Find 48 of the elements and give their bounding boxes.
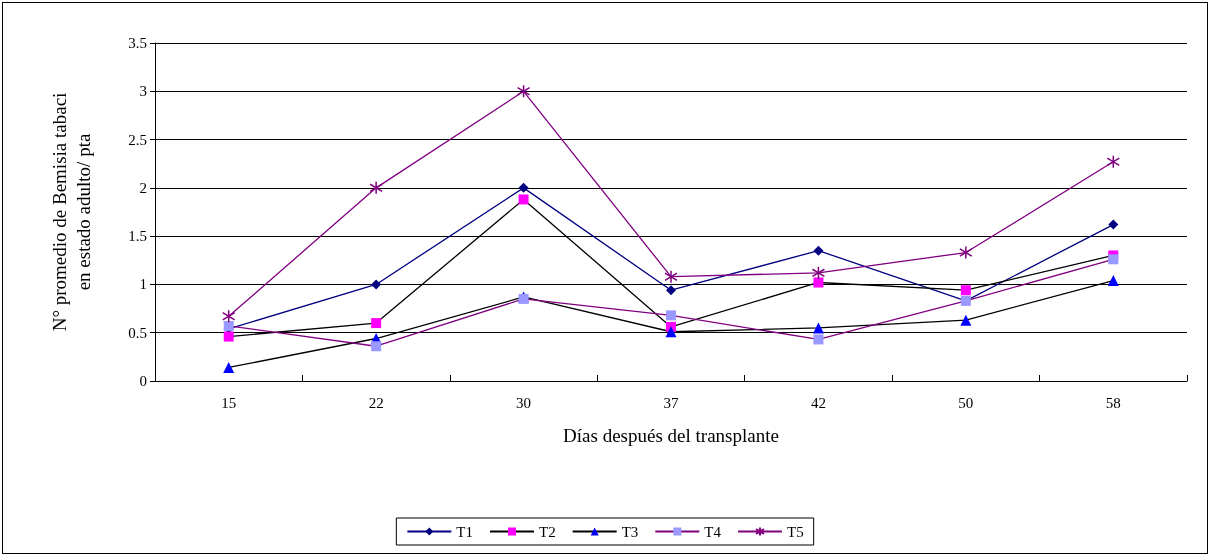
- point: [813, 277, 824, 288]
- point: [813, 245, 824, 256]
- legend-label: T5: [786, 523, 804, 540]
- point: [811, 266, 826, 280]
- point: [1108, 254, 1119, 265]
- point: [221, 309, 236, 324]
- point: [666, 285, 676, 296]
- point: [665, 326, 677, 338]
- point: [1107, 275, 1119, 287]
- point: [812, 322, 824, 334]
- y-tick-label: 0: [139, 373, 147, 389]
- point: [371, 341, 382, 352]
- x-tick-label: 30: [516, 394, 532, 411]
- x-tick-label: 42: [810, 394, 826, 411]
- legend-label: T2: [539, 523, 556, 540]
- point: [369, 181, 383, 195]
- y-axis-title: N° promedio de Bemisia tabaci en estado adulto/ pta: [48, 92, 94, 332]
- point: [1106, 155, 1121, 169]
- point: [813, 334, 824, 345]
- point: [371, 279, 382, 290]
- y-tick-label: 3.5: [128, 35, 147, 51]
- point: [960, 314, 972, 326]
- point: [666, 310, 676, 321]
- point: [516, 84, 531, 99]
- x-axis-title: Días después del transplante: [563, 425, 779, 446]
- point: [960, 285, 971, 296]
- y-tick-label: 1.5: [128, 228, 147, 245]
- y-tick-label: 1: [139, 276, 147, 293]
- x-tick-label: 22: [368, 394, 384, 411]
- x-tick-label: 37: [663, 394, 679, 411]
- point: [371, 318, 382, 329]
- y-tick-label: 0.5: [128, 324, 147, 341]
- legend-label: T4: [704, 523, 722, 540]
- point: [223, 331, 234, 342]
- legend-label: T1: [456, 523, 474, 540]
- point: [1108, 219, 1119, 230]
- y-tick-label: 2: [139, 179, 147, 196]
- x-tick-label: 15: [221, 394, 237, 411]
- legend-label: T3: [621, 523, 639, 540]
- x-tick-label: 58: [1105, 394, 1121, 411]
- point: [518, 182, 529, 193]
- point: [959, 245, 973, 260]
- y-tick-label: 3: [139, 83, 147, 100]
- x-tick-label: 50: [958, 394, 974, 411]
- point: [664, 269, 678, 284]
- point: [518, 194, 529, 205]
- y-tick-label: 2.5: [128, 131, 147, 148]
- point: [223, 361, 235, 373]
